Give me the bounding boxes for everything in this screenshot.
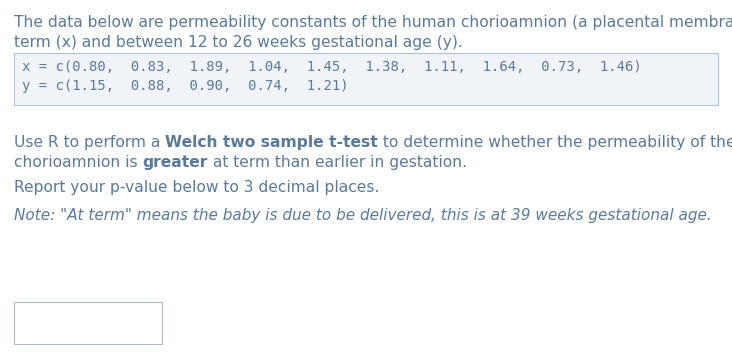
Text: term (x) and between 12 to 26 weeks gestational age (y).: term (x) and between 12 to 26 weeks gest… (14, 35, 463, 50)
Text: Note: "At term" means the baby is due to be delivered, this is at 39 weeks gesta: Note: "At term" means the baby is due to… (14, 208, 712, 223)
Text: Use R to perform a: Use R to perform a (14, 135, 165, 150)
Text: The data below are permeability constants of the human chorioamnion (a placental: The data below are permeability constant… (14, 15, 732, 30)
Text: chorioamnion is: chorioamnion is (14, 155, 143, 170)
Bar (14, 53, 718, 105)
Text: to determine whether the permeability of the human: to determine whether the permeability of… (378, 135, 732, 150)
Text: y = c(1.15,  0.88,  0.90,  0.74,  1.21): y = c(1.15, 0.88, 0.90, 0.74, 1.21) (22, 79, 348, 93)
Bar (14, 302, 162, 344)
Text: at term than earlier in gestation.: at term than earlier in gestation. (208, 155, 467, 170)
Text: Welch two sample t-test: Welch two sample t-test (165, 135, 378, 150)
Text: Report your p-value below to 3 decimal places.: Report your p-value below to 3 decimal p… (14, 180, 379, 195)
Text: x = c(0.80,  0.83,  1.89,  1.04,  1.45,  1.38,  1.11,  1.64,  0.73,  1.46): x = c(0.80, 0.83, 1.89, 1.04, 1.45, 1.38… (22, 60, 642, 74)
Text: greater: greater (143, 155, 208, 170)
